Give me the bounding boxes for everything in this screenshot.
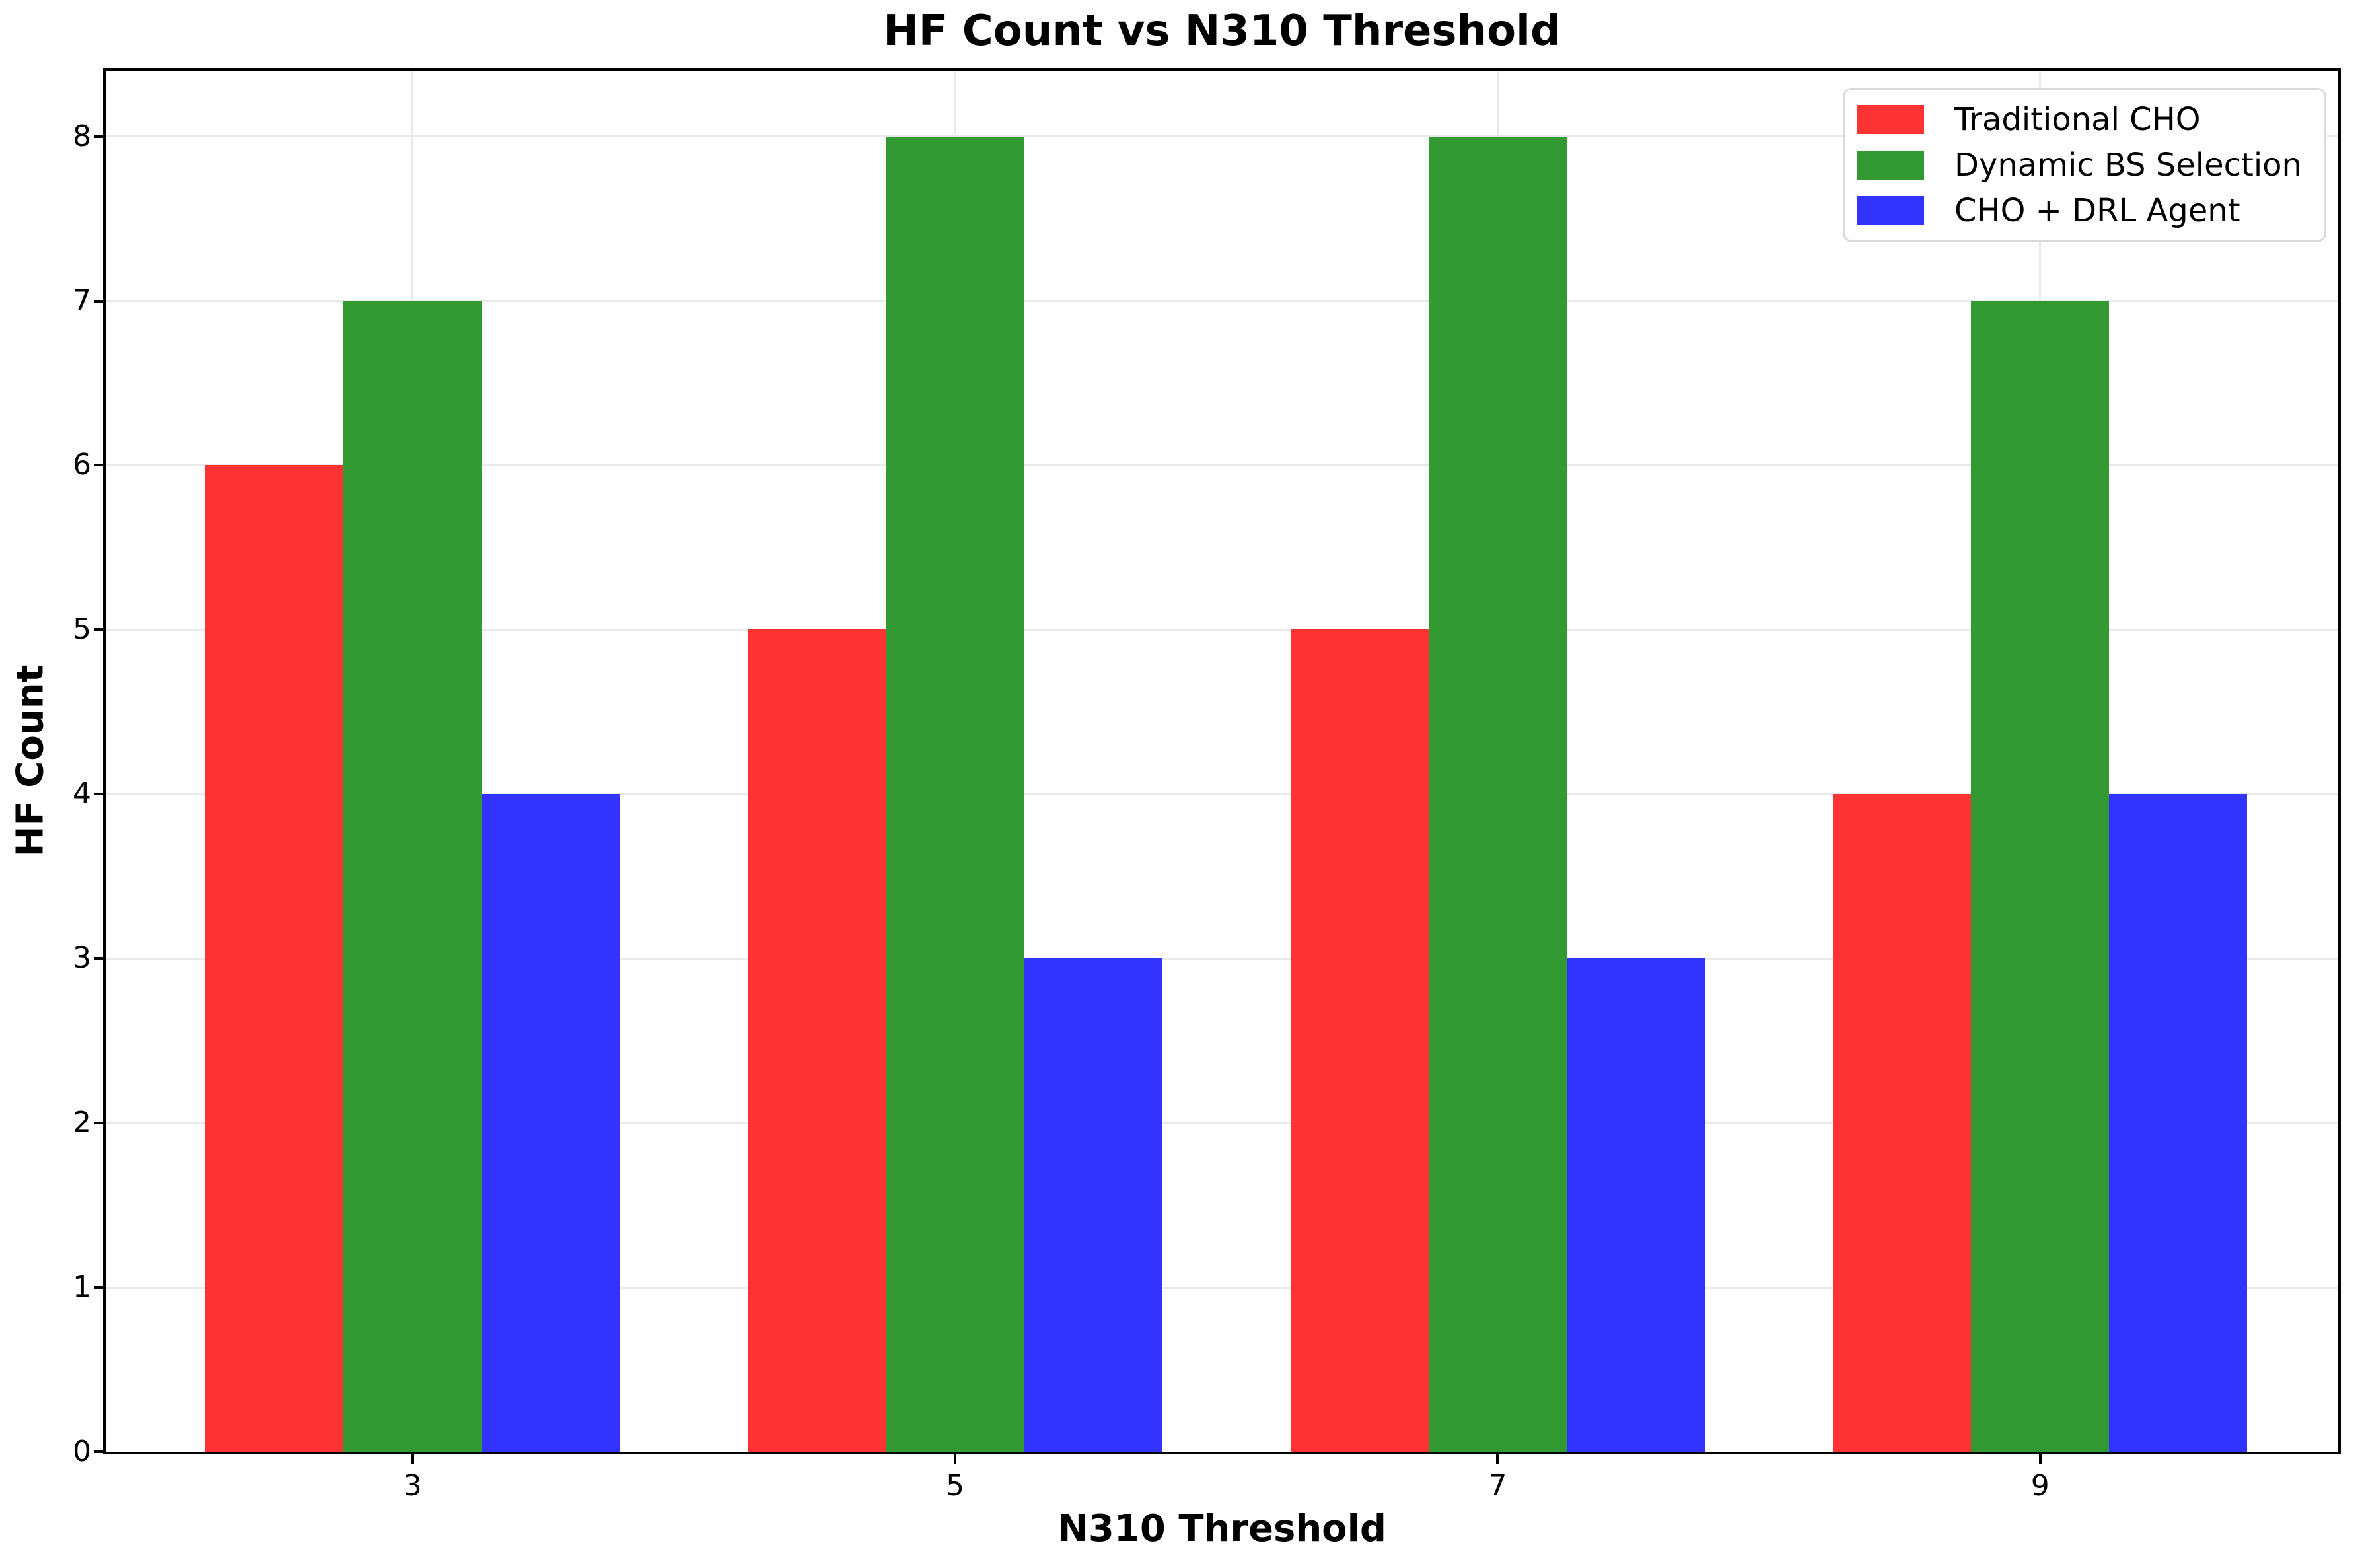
gridline-horizontal	[106, 957, 2338, 960]
gridline-horizontal	[106, 628, 2338, 631]
bar-traditional-cho-x5	[748, 629, 886, 1452]
bar-cho-drl-agent-x7	[1566, 958, 1705, 1452]
legend-label: Dynamic BS Selection	[1954, 146, 2302, 184]
y-tick-mark	[94, 628, 103, 631]
legend-item: Traditional CHO	[1857, 98, 2324, 141]
legend: Traditional CHO Dynamic BS Selection CHO…	[1843, 88, 2326, 242]
y-tick-label: 8	[73, 119, 91, 153]
x-axis-label: N310 Threshold	[1057, 1507, 1386, 1550]
gridline-horizontal	[106, 464, 2338, 466]
gridline-horizontal	[106, 300, 2338, 302]
y-tick-mark	[94, 464, 103, 467]
y-tick-label: 1	[73, 1270, 91, 1304]
y-tick-label: 3	[73, 941, 91, 976]
legend-item: CHO + DRL Agent	[1857, 190, 2324, 232]
gridline-horizontal	[106, 1286, 2338, 1289]
legend-label: CHO + DRL Agent	[1954, 192, 2240, 230]
y-tick-label: 2	[73, 1106, 91, 1140]
y-tick-label: 6	[73, 448, 91, 482]
x-tick-label: 7	[1488, 1469, 1507, 1503]
bar-dynamic-bs-selection-x5	[886, 136, 1024, 1452]
legend-item: Dynamic BS Selection	[1857, 144, 2324, 186]
bar-traditional-cho-x7	[1291, 629, 1429, 1452]
bar-cho-drl-agent-x9	[2109, 794, 2248, 1452]
x-tick-mark	[1496, 1454, 1499, 1464]
bar-traditional-cho-x3	[205, 465, 344, 1452]
y-tick-mark	[94, 1450, 103, 1453]
y-tick-mark	[94, 793, 103, 796]
bar-traditional-cho-x9	[1833, 794, 1972, 1452]
y-axis-label: HF Count	[9, 664, 52, 857]
bar-dynamic-bs-selection-x7	[1428, 136, 1567, 1452]
x-tick-mark	[954, 1454, 957, 1464]
chart-title: HF Count vs N310 Threshold	[883, 7, 1561, 55]
bar-dynamic-bs-selection-x3	[343, 301, 482, 1452]
legend-swatch-traditional-cho	[1857, 104, 1924, 134]
x-tick-mark	[411, 1454, 414, 1464]
gridline-horizontal	[106, 1122, 2338, 1124]
x-tick-label: 9	[2030, 1469, 2050, 1503]
y-tick-mark	[94, 957, 103, 960]
gridline-horizontal	[106, 135, 2338, 138]
bar-dynamic-bs-selection-x9	[1971, 301, 2110, 1452]
x-tick-label: 5	[946, 1469, 965, 1503]
x-tick-mark	[2038, 1454, 2042, 1464]
y-tick-label: 0	[73, 1435, 91, 1468]
y-tick-mark	[94, 299, 103, 303]
y-tick-label: 4	[73, 777, 91, 811]
legend-swatch-dynamic-bs-selection	[1857, 150, 1924, 180]
gridline-horizontal	[106, 793, 2338, 795]
legend-swatch-cho-drl-agent	[1857, 196, 1924, 226]
y-tick-label: 5	[73, 612, 91, 647]
bar-cho-drl-agent-x5	[1024, 958, 1162, 1452]
y-tick-mark	[94, 1286, 103, 1289]
plot-area	[103, 68, 2341, 1454]
bar-cho-drl-agent-x3	[482, 794, 620, 1452]
y-tick-mark	[94, 135, 103, 138]
y-tick-label: 7	[73, 283, 91, 318]
x-tick-label: 3	[403, 1469, 422, 1503]
legend-label: Traditional CHO	[1954, 100, 2201, 138]
y-tick-mark	[94, 1122, 103, 1125]
